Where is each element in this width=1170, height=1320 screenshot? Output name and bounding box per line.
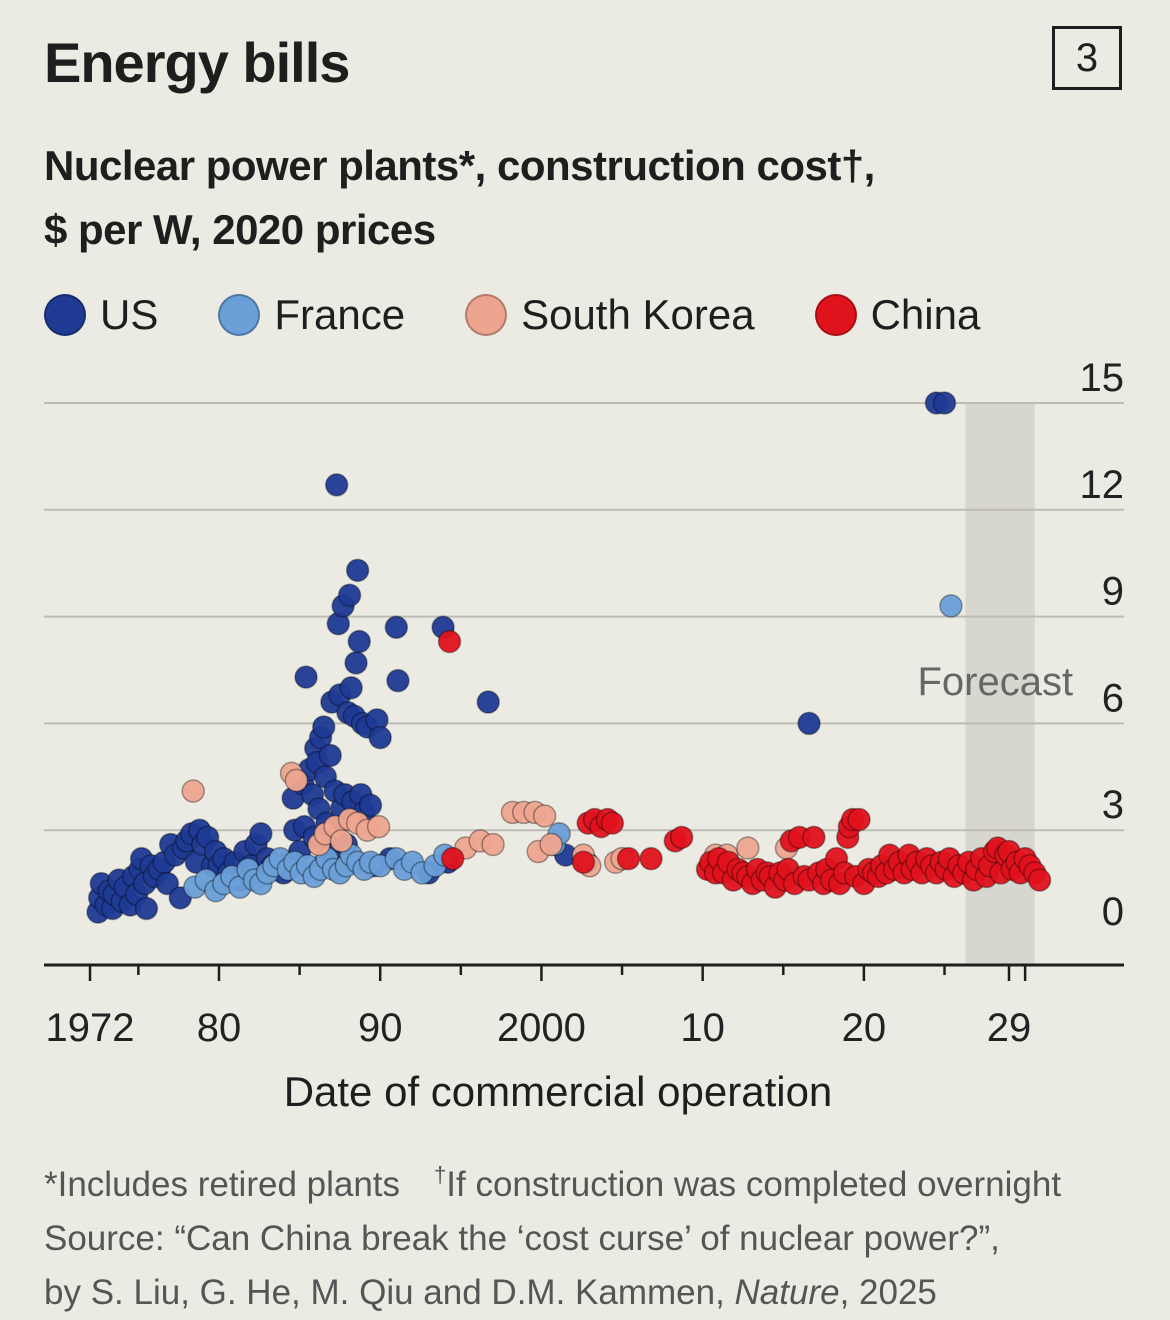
legend-item-france: France	[218, 291, 405, 339]
x-tick-label: 10	[680, 1006, 725, 1050]
footnote-line: *Includes retired plants †If construction…	[44, 1148, 1134, 1212]
legend-item-china: China	[814, 291, 981, 339]
x-tick-label: 2000	[497, 1006, 586, 1050]
legend-dot-us	[44, 294, 86, 336]
source-authors: by S. Liu, G. He, M. Qiu and D.M. Kammen…	[44, 1273, 735, 1312]
chart-number-badge: 3	[1052, 26, 1122, 90]
point-us	[797, 711, 821, 736]
x-tick-label: 20	[842, 1006, 887, 1050]
point-us	[337, 583, 362, 607]
point-china	[616, 846, 641, 871]
point-china	[437, 629, 462, 654]
point-south-korea	[532, 804, 557, 828]
source-journal: Nature	[734, 1273, 840, 1312]
legend: US France South Korea China	[44, 290, 1040, 340]
point-south-korea	[539, 832, 563, 857]
scatter-plot: 0 3 6 9 12 15 Forecast 1972 80 90 2000 10 20 29	[44, 356, 1125, 1050]
point-us	[384, 615, 409, 640]
subtitle-line-1: Nuclear power plants*, construction cost…	[44, 142, 875, 189]
point-us	[155, 871, 180, 896]
point-china	[1027, 868, 1052, 892]
legend-dot-france	[218, 294, 261, 336]
legend-label-south-korea: South Korea	[521, 291, 755, 338]
source-year: , 2025	[839, 1273, 937, 1312]
legend-item-us: US	[44, 291, 158, 339]
point-china	[847, 807, 871, 832]
x-tick-label: 80	[197, 1006, 242, 1050]
y-tick-label: 9	[1102, 570, 1124, 614]
y-tick-label: 12	[1080, 463, 1125, 507]
point-south-korea	[481, 832, 505, 857]
point-china	[571, 850, 596, 874]
point-us	[347, 629, 372, 654]
legend-label-france: France	[274, 291, 406, 338]
footnotes: *Includes retired plants †If construction…	[44, 1148, 1134, 1320]
point-china	[802, 825, 826, 850]
legend-label-us: US	[100, 291, 159, 338]
legend-dot-china	[814, 294, 857, 336]
point-south-korea	[736, 836, 760, 860]
forecast-label: Forecast	[917, 660, 1073, 704]
point-france	[939, 594, 963, 618]
point-us	[318, 743, 342, 768]
chart-subtitle: Nuclear power plants*, construction cost…	[44, 134, 1044, 262]
point-china	[600, 811, 625, 835]
point-us	[324, 473, 349, 497]
footnote-overnight: If construction was completed overnight	[446, 1165, 1062, 1204]
point-china	[639, 846, 663, 871]
chart-title: Energy bills	[44, 31, 350, 94]
y-tick-label: 0	[1102, 890, 1124, 934]
point-us	[344, 651, 368, 675]
point-china	[669, 825, 694, 850]
legend-item-south-korea: South Korea	[465, 291, 755, 339]
source-line-2: by S. Liu, G. He, M. Qiu and D.M. Kammen…	[44, 1266, 1134, 1320]
point-us	[368, 725, 392, 750]
y-tick-label: 15	[1080, 356, 1125, 400]
point-us	[134, 896, 159, 921]
point-us	[932, 391, 957, 415]
x-axis-label: Date of commercial operation	[283, 1068, 833, 1115]
legend-label-china: China	[870, 291, 981, 338]
point-south-korea	[284, 768, 309, 793]
point-us	[476, 690, 500, 714]
y-tick-label: 3	[1102, 783, 1124, 827]
legend-dot-south-korea	[465, 294, 508, 336]
point-us	[249, 822, 273, 846]
x-tick-label: 29	[987, 1006, 1032, 1050]
point-south-korea	[329, 829, 354, 853]
point-china	[441, 846, 465, 871]
point-us	[386, 668, 410, 693]
point-us	[345, 558, 370, 583]
point-south-korea	[181, 779, 205, 803]
x-tick-label: 90	[358, 1006, 403, 1050]
y-tick-label: 6	[1102, 676, 1124, 720]
point-us	[339, 676, 363, 700]
point-us	[358, 793, 383, 818]
point-us	[312, 715, 336, 739]
x-tick-label: 1972	[46, 1006, 135, 1050]
point-us	[294, 665, 318, 689]
subtitle-line-2: $ per W, 2020 prices	[44, 206, 436, 253]
point-south-korea	[366, 814, 391, 839]
source-line-1: Source: “Can China break the ‘cost curse…	[44, 1219, 1000, 1258]
footnote-retired: *Includes retired plants	[44, 1165, 401, 1204]
dagger-mark: †	[434, 1162, 447, 1187]
